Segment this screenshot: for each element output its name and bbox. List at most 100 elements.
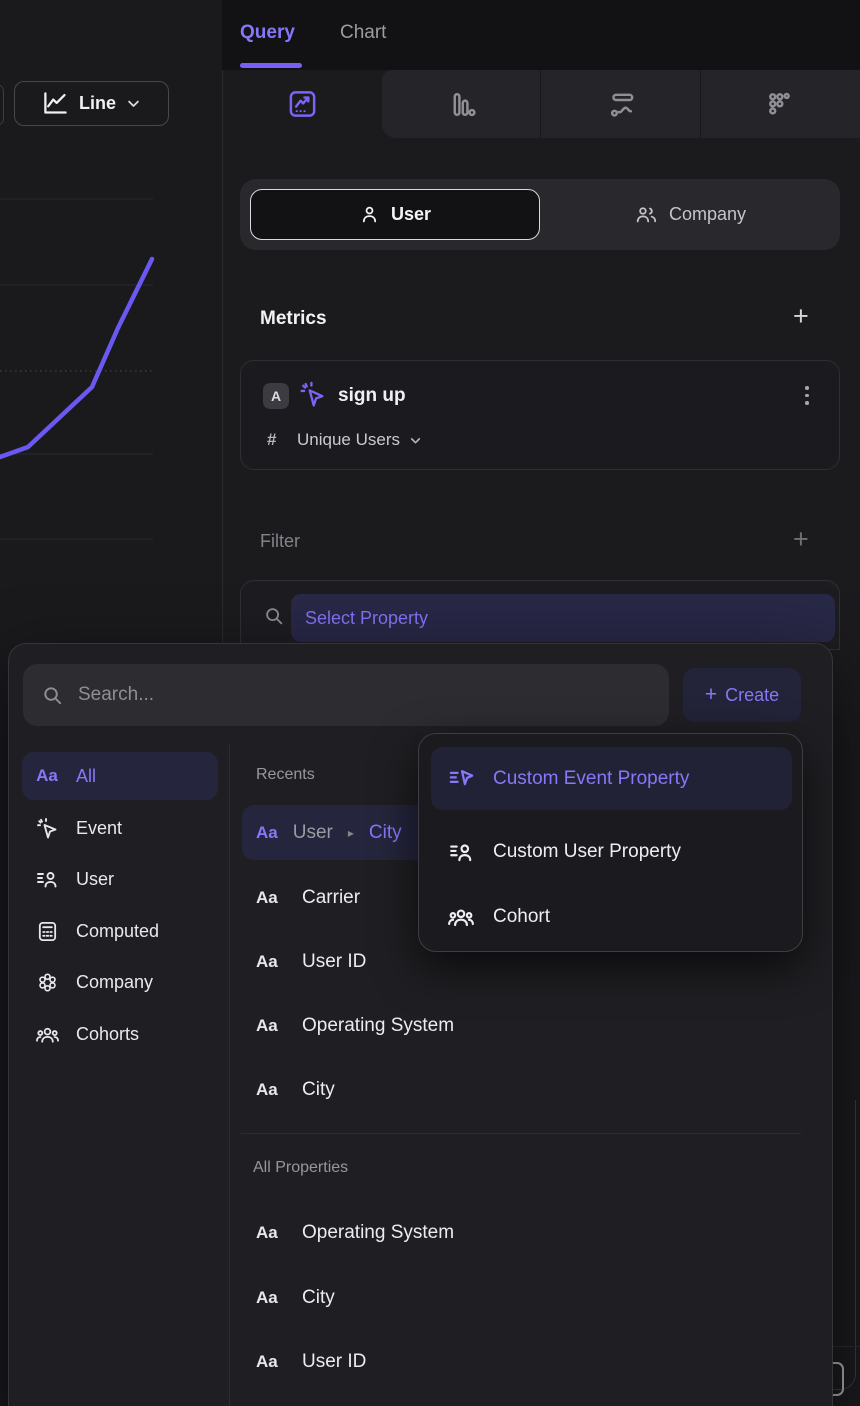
- category-event[interactable]: Event: [22, 804, 218, 852]
- filter-card: Select Property: [240, 580, 840, 650]
- viz-tab-retention[interactable]: [700, 70, 860, 138]
- metric-card: A sign up # Unique Users: [240, 360, 840, 470]
- adjacent-button-fragment: [0, 84, 4, 126]
- select-property-input[interactable]: Select Property: [291, 594, 835, 642]
- type-badge: Aa: [256, 822, 278, 842]
- property-label: City: [302, 1079, 335, 1100]
- create-menu-label: Custom User Property: [493, 840, 681, 862]
- cohort-group-icon: [447, 904, 475, 930]
- tab-query[interactable]: Query: [240, 22, 295, 43]
- section-divider: [241, 1133, 801, 1134]
- toggle-company-label: Company: [668, 204, 747, 224]
- picker-divider: [229, 744, 230, 1406]
- event-sparkle-cursor-icon: [34, 816, 60, 840]
- create-menu: Custom Event Property Custom User Proper…: [418, 733, 803, 952]
- type-badge: Aa: [36, 766, 58, 785]
- create-button[interactable]: + Create: [683, 668, 801, 722]
- create-label: Create: [725, 684, 780, 705]
- add-filter-button[interactable]: +: [793, 524, 809, 554]
- chart-gridlines: [0, 198, 153, 540]
- aggregation-label: Unique Users: [297, 430, 400, 449]
- property-item[interactable]: Aa User ID: [256, 1342, 366, 1382]
- create-menu-label: Cohort: [493, 905, 551, 927]
- line-chart-preview: [0, 198, 155, 540]
- insights-icon: [287, 88, 318, 120]
- category-all[interactable]: Aa All: [22, 752, 218, 800]
- property-label: Operating System: [302, 1015, 455, 1036]
- search-icon: [41, 684, 64, 707]
- property-child: City: [368, 821, 402, 843]
- metric-kebab-menu[interactable]: [803, 384, 811, 407]
- category-label: Event: [76, 817, 123, 838]
- toggle-option-user[interactable]: User: [250, 189, 540, 240]
- property-item[interactable]: Aa Operating System: [256, 1213, 454, 1253]
- event-sparkle-cursor-icon: [298, 380, 326, 410]
- type-badge: Aa: [256, 1016, 278, 1035]
- aggregation-dropdown[interactable]: Unique Users: [297, 430, 422, 450]
- panel-topbar: [222, 0, 860, 70]
- viz-tab-separator: [700, 70, 701, 138]
- type-badge: Aa: [256, 1288, 278, 1307]
- category-cohorts[interactable]: Cohorts: [22, 1010, 218, 1058]
- create-menu-item-custom-event-property[interactable]: Custom Event Property: [431, 747, 792, 810]
- property-item[interactable]: Aa City: [256, 1278, 335, 1318]
- property-label: Operating System: [302, 1222, 455, 1243]
- search-input[interactable]: [78, 664, 669, 726]
- type-badge: Aa: [256, 1352, 278, 1371]
- chart-series-line: [0, 256, 155, 460]
- recent-item[interactable]: Aa User ID: [256, 942, 366, 982]
- recent-item[interactable]: Aa City: [256, 1070, 335, 1110]
- toggle-option-company[interactable]: Company: [545, 189, 835, 240]
- recent-item[interactable]: Aa Operating System: [256, 1006, 454, 1046]
- category-label: Company: [76, 971, 154, 992]
- user-property-icon: [34, 867, 60, 891]
- viz-tab-flows[interactable]: [542, 70, 702, 138]
- create-menu-item-custom-user-property[interactable]: Custom User Property: [431, 824, 792, 879]
- type-badge: Aa: [256, 888, 278, 907]
- property-label: User ID: [302, 1351, 367, 1372]
- all-properties-title: All Properties: [253, 1159, 349, 1176]
- metric-event-name[interactable]: sign up: [338, 385, 406, 406]
- metric-letter-badge: A: [263, 383, 289, 409]
- create-menu-label: Custom Event Property: [493, 767, 690, 789]
- people-icon: [634, 204, 658, 225]
- active-tab-underline: [240, 63, 302, 68]
- background-footer-divider: [833, 1346, 860, 1347]
- tab-chart[interactable]: Chart: [340, 22, 387, 43]
- breadcrumb-arrow-icon: ▸: [347, 825, 354, 840]
- bars-icon: [447, 89, 478, 120]
- type-badge: Aa: [256, 952, 278, 971]
- category-label: User: [76, 868, 115, 889]
- flows-icon: [607, 89, 638, 120]
- retention-dots-icon: [765, 89, 796, 120]
- property-parent: User: [292, 821, 333, 843]
- chevron-down-icon: [409, 434, 422, 447]
- viz-tab-insights[interactable]: [222, 70, 382, 138]
- chart-type-button[interactable]: Line: [14, 81, 169, 126]
- property-picker-modal: + Create Aa All Event: [8, 643, 833, 1406]
- category-label: Cohorts: [76, 1023, 140, 1044]
- type-badge: Aa: [256, 1080, 278, 1099]
- category-label: All: [76, 765, 97, 786]
- company-clover-icon: [34, 971, 60, 994]
- person-icon: [359, 204, 380, 225]
- filter-title: Filter: [260, 531, 300, 551]
- category-user[interactable]: User: [22, 855, 218, 903]
- calculator-icon: [34, 920, 60, 943]
- add-metric-button[interactable]: +: [793, 301, 809, 331]
- viz-tab-funnels[interactable]: [382, 70, 542, 138]
- category-computed[interactable]: Computed: [22, 907, 218, 955]
- category-label: Computed: [76, 920, 160, 941]
- property-label: Carrier: [302, 887, 361, 908]
- chart-type-label: Line: [78, 93, 116, 113]
- recent-item[interactable]: Aa Carrier: [256, 878, 360, 918]
- category-company[interactable]: Company: [22, 958, 218, 1006]
- property-label: User ID: [302, 951, 367, 972]
- viz-tab-separator: [540, 70, 541, 138]
- create-menu-item-cohort[interactable]: Cohort: [431, 889, 792, 944]
- type-badge: Aa: [256, 1223, 278, 1242]
- search-icon: [263, 605, 285, 627]
- custom-user-property-icon: [447, 839, 475, 865]
- custom-event-property-icon: [447, 765, 475, 792]
